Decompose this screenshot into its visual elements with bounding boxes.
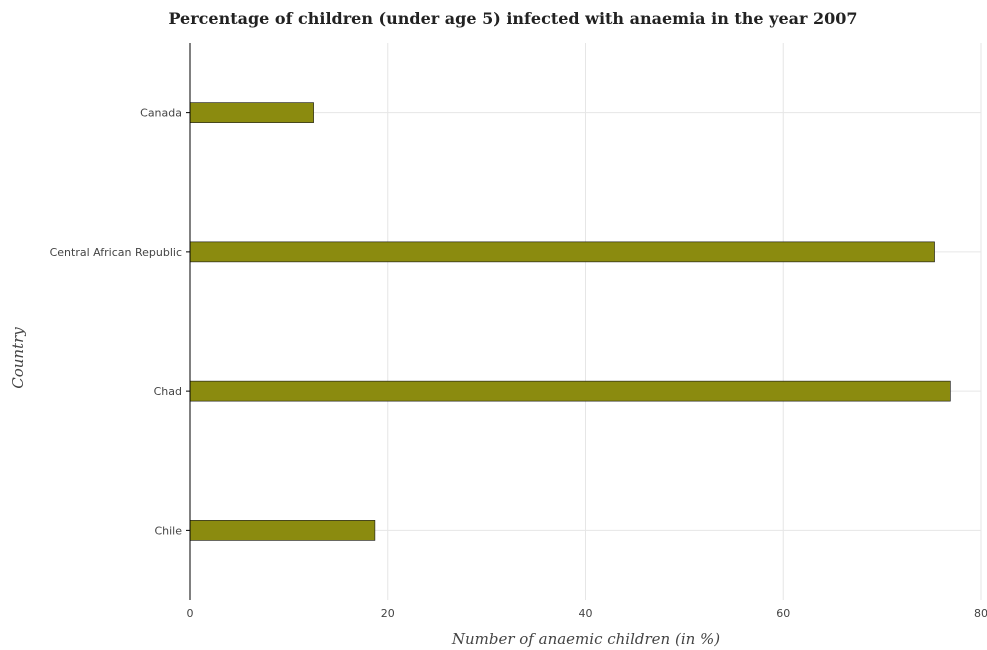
y-axis-label: Country (9, 327, 27, 389)
x-tick-label: 80 (974, 607, 987, 620)
y-tick-label: Central African Republic (50, 246, 182, 259)
bar (189, 520, 376, 541)
axes (186, 43, 191, 600)
y-tick-label: Canada (140, 107, 182, 120)
x-tick-label: 0 (187, 607, 194, 620)
bar (189, 241, 935, 263)
x-tick-label: 40 (579, 607, 593, 620)
x-axis-label: Number of anaemic children (in %) (451, 630, 720, 648)
bar (189, 380, 951, 402)
bars (189, 102, 951, 541)
y-tick-label: Chad (154, 385, 182, 398)
x-tick-label: 20 (381, 607, 395, 620)
chart-title: Percentage of children (under age 5) inf… (168, 9, 857, 28)
y-tick-label: Chile (154, 524, 182, 537)
x-tick-label: 60 (776, 607, 790, 620)
tick-labels: Canada Central African Republic Chad Chile 0… (50, 107, 987, 620)
bar (189, 102, 314, 123)
grid-lines (189, 43, 982, 600)
